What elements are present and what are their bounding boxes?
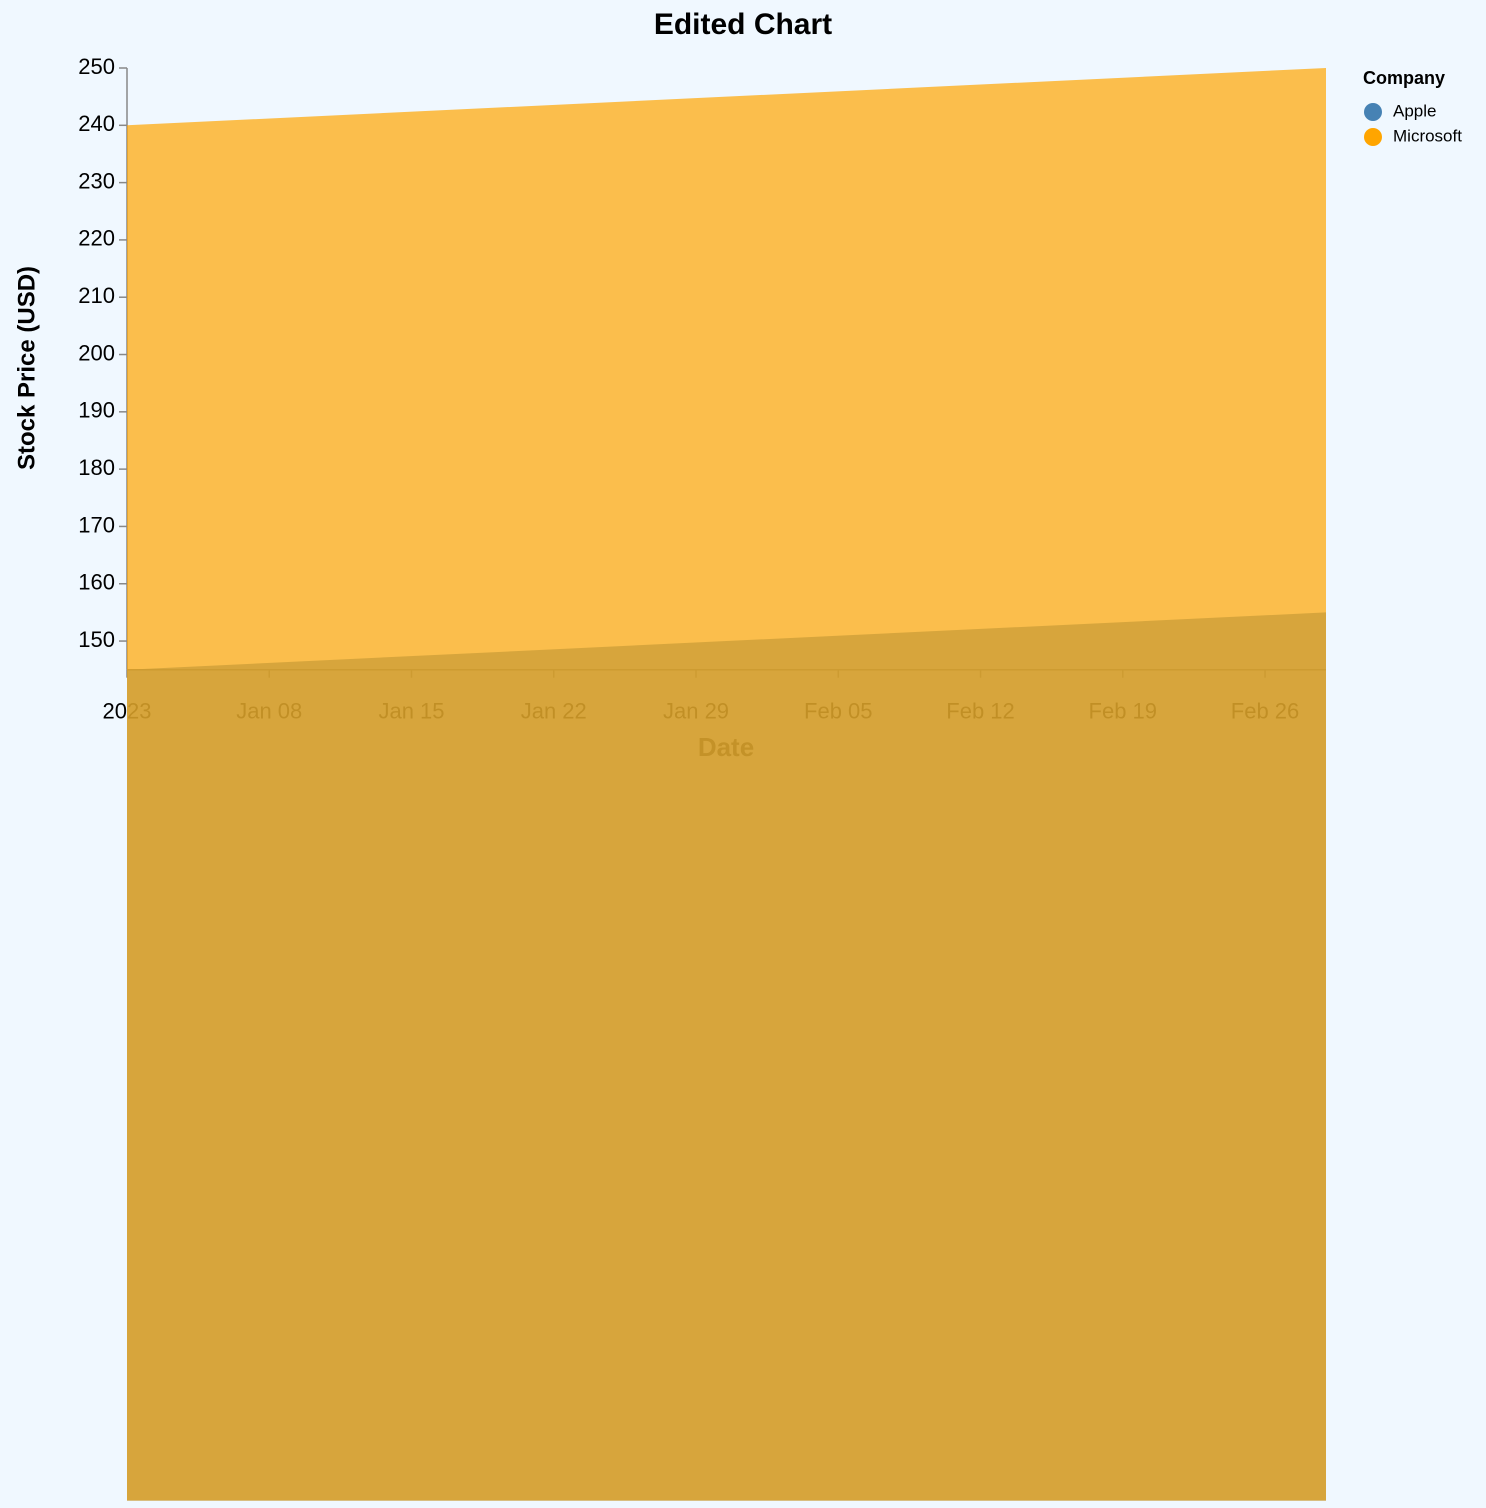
y-tick-label: 250 — [78, 54, 115, 79]
area — [127, 68, 1326, 1501]
y-tick-label: 150 — [78, 627, 115, 652]
y-tick-label: 230 — [78, 168, 115, 193]
legend-swatch — [1364, 103, 1382, 121]
legend-swatch — [1364, 128, 1382, 146]
legend-label: Microsoft — [1393, 126, 1462, 145]
legend-label: Apple — [1393, 101, 1436, 120]
y-tick-label: 170 — [78, 512, 115, 537]
y-tick-label: 180 — [78, 455, 115, 480]
y-tick-label: 220 — [78, 226, 115, 251]
y-tick-label: 240 — [78, 111, 115, 136]
y-tick-label: 160 — [78, 570, 115, 595]
legend-title: Company — [1363, 68, 1445, 88]
y-tick-label: 200 — [78, 340, 115, 365]
y-axis-title: Stock Price (USD) — [13, 266, 40, 470]
chart-title: Edited Chart — [654, 8, 832, 41]
y-tick-label: 210 — [78, 283, 115, 308]
y-tick-label: 190 — [78, 398, 115, 423]
